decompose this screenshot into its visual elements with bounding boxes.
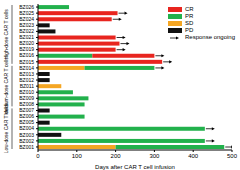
svg-text:200: 200 [111,153,122,159]
svg-text:BZ019: BZ019 [19,46,34,53]
svg-text:400: 400 [188,153,199,159]
svg-text:BZ008: BZ008 [19,101,34,108]
svg-text:High-dose CAR T cells: High-dose CAR T cells [8,9,9,60]
svg-text:BZ011: BZ011 [19,82,34,89]
svg-text:BZ004: BZ004 [19,125,34,132]
svg-text:BZ001: BZ001 [19,144,34,150]
svg-text:BZ003: BZ003 [19,131,34,138]
svg-text:BZ025: BZ025 [19,9,34,16]
html-text:Response ongoing: Response ongoing [185,34,235,40]
svg-text:BZ010: BZ010 [19,89,34,95]
svg-text:BZ015: BZ015 [19,58,34,65]
svg-text:BZ005: BZ005 [19,119,34,126]
svg-text:300: 300 [149,153,160,159]
svg-text:BZ023: BZ023 [19,22,34,29]
svg-text:BZ007: BZ007 [19,107,34,114]
svg-text:BZ016: BZ016 [19,52,34,59]
html-text:CR: CR [185,6,194,12]
html-text:PR: PR [185,13,194,19]
svg-text:BZ002: BZ002 [19,137,34,144]
html-text:SD: SD [185,20,194,26]
svg-text:BZ014: BZ014 [19,64,34,71]
svg-text:Low-dose CAR T cells: Low-dose CAR T cells [8,104,9,154]
svg-text:100: 100 [72,153,83,159]
svg-text:BZ012: BZ012 [19,76,34,83]
svg-text:500: 500 [227,153,232,159]
svg-text:BZ009: BZ009 [19,95,34,102]
svg-text:Medium-dose CAR T cells: Medium-dose CAR T cells [8,57,9,115]
svg-text:BZ006: BZ006 [19,113,34,120]
svg-text:0: 0 [36,153,40,159]
svg-text:BZ022: BZ022 [19,28,34,35]
svg-text:BZ024: BZ024 [19,16,34,22]
html-text:PD: PD [185,27,194,33]
svg-text:BZ013: BZ013 [19,70,34,77]
svg-text:BZ021: BZ021 [19,34,34,41]
svg-text:BZ020: BZ020 [19,40,34,47]
svg-text:BZ026: BZ026 [19,3,34,10]
svg-text:Days after CAR T cell infusion: Days after CAR T cell infusion [95,164,175,170]
